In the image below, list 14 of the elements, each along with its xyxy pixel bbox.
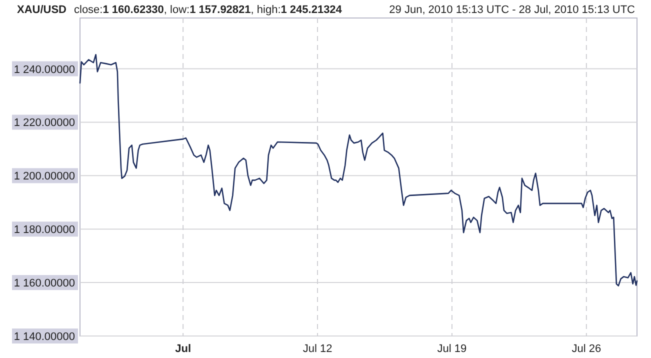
- y-tick-label: 1 240.00000: [14, 64, 75, 76]
- x-tick-label: Jul 12: [302, 343, 332, 355]
- text: 29 Jun, 2010 15:13 UTC - 28 Jul, 2010 15:13 UTC: [389, 4, 636, 16]
- chart-subtitle: close:1 160.62330, low:1 157.92821, high:1 245.21324: [74, 4, 343, 16]
- x-tick-label: Jul 26: [572, 343, 602, 355]
- y-tick-label: 1 160.00000: [14, 278, 75, 290]
- chart-title: XAU/USD: [17, 4, 67, 16]
- y-tick-label: 1 220.00000: [14, 117, 75, 130]
- y-tick-label: 1 180.00000: [14, 224, 75, 236]
- y-tick-label: 1 140.00000: [14, 331, 75, 343]
- line-series: [79, 54, 638, 286]
- x-tick-label: Jul: [175, 343, 192, 355]
- y-tick-label: 1 200.00000: [14, 170, 75, 183]
- x-tick-label: Jul 19: [437, 343, 467, 355]
